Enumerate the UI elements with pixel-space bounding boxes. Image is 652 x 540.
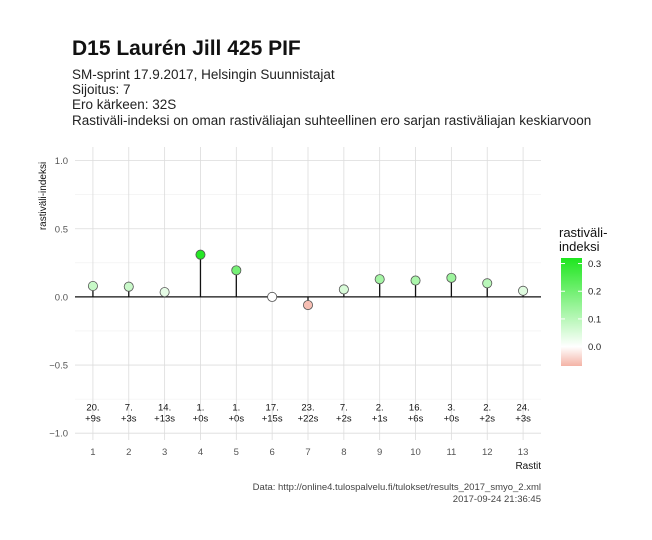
split-rank-label: 1. — [196, 403, 204, 414]
x-tick-label: 6 — [270, 447, 275, 458]
split-loss-label: +6s — [408, 414, 424, 425]
legend-tick-label: 0.2 — [588, 287, 601, 298]
split-loss-label: +13s — [154, 414, 175, 425]
y-tick-label: −1.0 — [49, 429, 68, 440]
y-tick-label: −0.5 — [49, 361, 68, 372]
plot-area: −1.0−0.50.00.51.01 2 3 4 5 6 7 8 9 10 11 12 1320.+9s… — [49, 147, 541, 458]
split-rank-label: 17. — [266, 403, 279, 414]
subtitle-line-3: Ero kärkeen: 32S — [72, 97, 176, 112]
lollipop-point — [159, 287, 170, 298]
split-rank-label: 7. — [340, 403, 348, 414]
split-loss-label: +3s — [121, 414, 137, 425]
subtitle-line-2: Sijoitus: 7 — [72, 82, 131, 97]
split-loss-label: +2s — [336, 414, 352, 425]
split-rank-label: 23. — [301, 403, 314, 414]
lollipop-point — [195, 249, 206, 260]
x-tick-label: 4 — [198, 447, 203, 458]
legend-title-line-2: indeksi — [559, 239, 600, 254]
lollipop-point — [267, 291, 278, 302]
y-tick-label: 0.0 — [55, 292, 68, 303]
split-rank-label: 3. — [447, 403, 455, 414]
split-rank-label: 2. — [483, 403, 491, 414]
color-legend: 0.3 0.2 0.1 0.0 — [561, 258, 601, 366]
caption-timestamp: 2017-09-24 21:36:45 — [453, 494, 541, 505]
caption-source: Data: http://online4.tulospalvelu.fi/tul… — [253, 482, 541, 493]
x-tick-label: 1 — [90, 447, 95, 458]
x-axis-title: Rastit — [515, 461, 541, 472]
x-tick-label: 12 — [482, 447, 493, 458]
x-tick-label: 3 — [162, 447, 167, 458]
split-rank-label: 16. — [409, 403, 422, 414]
x-tick-label: 5 — [234, 447, 239, 458]
y-tick-label: 1.0 — [55, 156, 68, 167]
split-loss-label: +3s — [515, 414, 531, 425]
legend-tick-label: 0.0 — [588, 342, 601, 353]
lollipop-point — [338, 284, 349, 295]
split-loss-label: +22s — [298, 414, 319, 425]
split-loss-label: +1s — [372, 414, 388, 425]
y-tick-label: 0.5 — [55, 224, 68, 235]
split-rank-label: 20. — [86, 403, 99, 414]
split-loss-label: +2s — [479, 414, 495, 425]
x-tick-label: 11 — [446, 447, 456, 458]
lollipop-point — [374, 274, 385, 285]
split-rank-label: 14. — [158, 403, 171, 414]
split-loss-label: +15s — [262, 414, 283, 425]
x-tick-label: 8 — [341, 447, 346, 458]
lollipop-point — [446, 272, 457, 283]
subtitle-line-4: Rastiväli-indeksi on oman rastiväliajan … — [72, 113, 591, 128]
legend-colorbar — [561, 258, 582, 366]
y-axis-title: rastiväli-indeksi — [38, 162, 49, 230]
lollipop-point — [123, 281, 134, 292]
split-rank-label: 7. — [125, 403, 133, 414]
legend-tick-label: 0.3 — [588, 259, 601, 270]
lollipop-point — [482, 278, 493, 289]
split-rank-label: 1. — [232, 403, 240, 414]
split-loss-label: +9s — [85, 414, 101, 425]
lollipop-point — [302, 300, 313, 311]
lollipop-point — [231, 265, 242, 276]
chart-title: D15 Laurén Jill 425 PIF — [72, 37, 301, 60]
split-rank-label: 24. — [516, 403, 529, 414]
x-tick-label: 7 — [305, 447, 310, 458]
lollipop-point — [518, 285, 529, 296]
lollipop-point — [87, 281, 98, 292]
legend-title-line-1: rastiväli- — [559, 225, 607, 240]
split-loss-label: +0s — [229, 414, 245, 425]
split-loss-label: +0s — [193, 414, 209, 425]
split-rank-label: 2. — [376, 403, 384, 414]
x-tick-label: 10 — [410, 447, 421, 458]
x-tick-label: 13 — [518, 447, 529, 458]
subtitle-line-1: SM-sprint 17.9.2017, Helsingin Suunnista… — [72, 67, 335, 82]
x-tick-label: 9 — [377, 447, 382, 458]
lollipop-point — [410, 275, 421, 286]
split-loss-label: +0s — [444, 414, 460, 425]
x-tick-label: 2 — [126, 447, 131, 458]
legend-tick-label: 0.1 — [588, 314, 601, 325]
